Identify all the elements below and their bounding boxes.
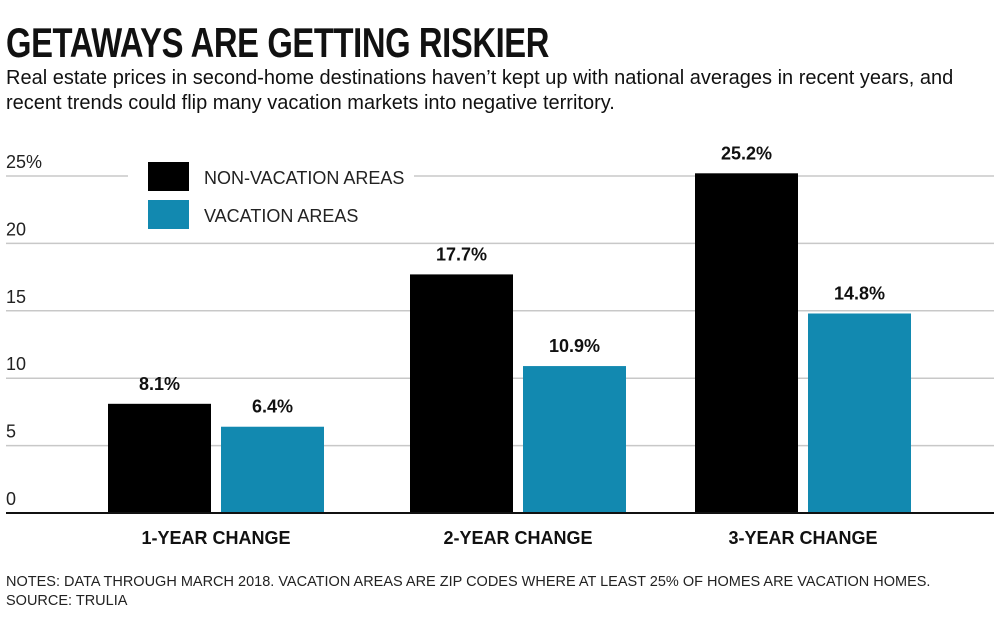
chart-title: GETAWAYS ARE GETTING RISKIER [6,19,550,66]
value-label-non-vacation-3: 25.2% [721,143,772,163]
value-label-vacation-1: 6.4% [252,397,293,417]
bar-non-vacation-2 [410,274,513,513]
y-tick-label-2: 10 [6,354,26,374]
legend-label-non-vacation: NON-VACATION AREAS [204,168,404,188]
x-category-label-1: 1-YEAR CHANGE [141,528,290,548]
value-label-vacation-3: 14.8% [834,283,885,303]
value-label-non-vacation-1: 8.1% [139,374,180,394]
bar-chart: 0 5 10 15 20 25% 8.1% 17.7% 25.2% 6.4% 10.9% 14.8% 1… [6,143,994,548]
chart-subtitle: Real estate prices in second-home destin… [6,67,954,114]
legend-swatch-non-vacation [148,162,189,191]
notes-text: NOTES: DATA THROUGH MARCH 2018. VACATION… [6,574,931,590]
x-category-label-2: 2-YEAR CHANGE [443,528,592,548]
y-tick-label-4: 20 [6,219,26,239]
source-text: SOURCE: TRULIA [6,593,128,609]
y-tick-label-5: 25% [6,152,42,172]
bar-vacation-3 [808,313,911,513]
x-category-label-3: 3-YEAR CHANGE [728,528,877,548]
bar-non-vacation-1 [108,403,211,513]
notes: NOTES: DATA THROUGH MARCH 2018. VACATION… [6,573,996,611]
value-label-vacation-2: 10.9% [549,336,600,356]
bar-non-vacation-3 [695,173,798,513]
legend-label-vacation: VACATION AREAS [204,206,358,226]
y-tick-label-1: 5 [6,422,16,442]
value-label-non-vacation-2: 17.7% [436,244,487,264]
y-tick-label-3: 15 [6,287,26,307]
bar-vacation-2 [523,366,626,513]
bar-vacation-1 [221,426,324,513]
y-tick-label-0: 0 [6,489,16,509]
legend-swatch-vacation [148,200,189,229]
